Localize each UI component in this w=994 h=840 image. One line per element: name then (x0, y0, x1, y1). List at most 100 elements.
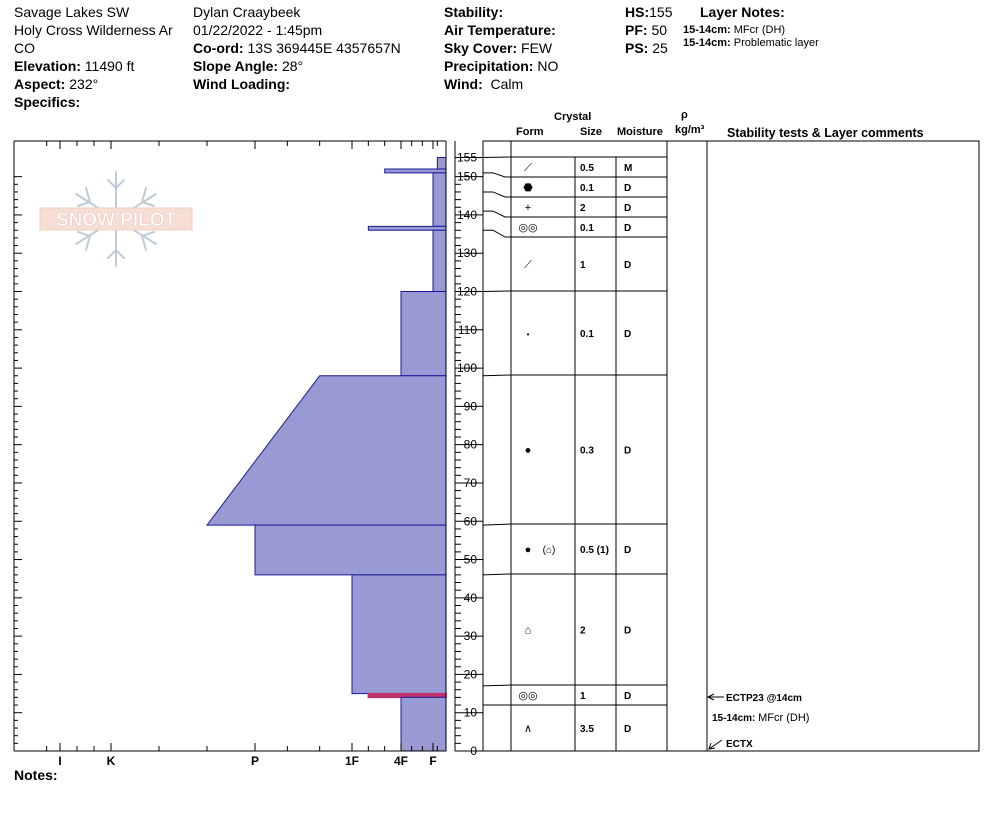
layer-note-text: MFcr (DH) (733, 24, 786, 36)
coord-field: Co-ord: 13S 369445E 4357657N (193, 40, 401, 56)
layer-notes-label: Layer Notes: (700, 4, 785, 20)
depth-label: 30 (464, 629, 478, 643)
crystal-moisture: D (624, 223, 631, 234)
layer-note-depth: 15-14cm: (683, 24, 731, 36)
hs-field: HS:155 (625, 4, 672, 20)
layer-note: 15-14cm: MFcr (DH) (683, 24, 785, 37)
crystal-size: 2 (580, 626, 586, 637)
stability-test-note: ECTX (726, 739, 753, 750)
crystal-size: 0.5 (580, 163, 594, 174)
crystal-form-symbol: ● (525, 544, 532, 556)
crystal-size: 0.5 (1) (580, 545, 609, 556)
sky-label: Sky Cover: (444, 40, 518, 56)
hardness-layer (436, 157, 447, 170)
sky-field: Sky Cover: FEW (444, 40, 552, 56)
wind-field: Wind: Calm (444, 76, 523, 92)
snow-pilot-logo: SNOW PILOT (39, 171, 193, 267)
pf-field: PF: 50 (625, 22, 667, 38)
crystal-form-symbol: + (525, 202, 531, 214)
hardness-layer (205, 375, 447, 526)
depth-label: 50 (464, 553, 478, 567)
crystal-form-symbol: ⟋ (524, 259, 532, 271)
hardness-layer (367, 225, 447, 231)
size-header: Size (580, 126, 603, 138)
crystal-moisture: D (624, 545, 631, 556)
crystal-moisture: D (624, 691, 631, 702)
depth-connector (483, 229, 511, 238)
crystal-size: 3.5 (580, 724, 594, 735)
crystal-form-symbol: ◎◎ (518, 690, 537, 702)
depth-label: 10 (464, 706, 478, 720)
wind-label: Wind: (444, 76, 483, 92)
hardness-layer (432, 172, 447, 227)
crystal-moisture: D (624, 329, 631, 340)
crystal-moisture: M (624, 163, 632, 174)
depth-label: 90 (464, 399, 478, 413)
depth-label: 0 (470, 744, 477, 758)
crystal-moisture: D (624, 724, 631, 735)
depth-label: 20 (464, 667, 478, 681)
notes-label: Notes: (14, 767, 58, 783)
crystal-form-symbol: • (527, 330, 530, 339)
wind-loading-label: Wind Loading: (193, 76, 291, 92)
ps-label: PS: (625, 40, 649, 56)
stability-notes: ECTP23 @14cm 15-14cm: MFcr (DH) ECTX (706, 693, 809, 750)
hardness-layer (400, 291, 447, 377)
hs-label: HS: (625, 4, 650, 20)
crystal-secondary-form: (⌂) (543, 545, 556, 556)
stability-layer-note-text: MFcr (DH) (758, 712, 809, 724)
stability-layer-note: 15-14cm: MFcr (DH) (712, 712, 809, 724)
coord-value: 13S 369445E 4357657N (247, 40, 401, 56)
hardness-label: P (251, 754, 259, 768)
observer-name: Dylan Craaybeek (193, 4, 301, 20)
crystal-size: 1 (580, 691, 586, 702)
hardness-layer (351, 574, 447, 695)
crystal-size: 0.1 (580, 223, 594, 234)
ps-field: PS: 25 (625, 40, 668, 56)
pf-value: 50 (651, 22, 668, 38)
aspect-field: Aspect: 232° (14, 76, 98, 92)
coord-label: Co-ord: (193, 40, 244, 56)
stability-arrow-head (708, 742, 716, 750)
depth-label: 100 (457, 361, 477, 375)
sky-value: FEW (521, 40, 553, 56)
hs-value: 155 (649, 4, 673, 20)
crystal-rows: ⟋ 0.5 M ⬣ 0.1 D + 2 D ◎◎ 0.1 D ⟋ 1 D • 0.1 D ● 0.3 D ● (⌂) 0.5 … (482, 156, 667, 752)
stability-arrow-head (706, 693, 715, 701)
depth-label: 70 (464, 476, 478, 490)
depth-connector (482, 290, 512, 293)
depth-label: 80 (464, 438, 478, 452)
crystal-size: 0.1 (580, 329, 594, 340)
slope-field: Slope Angle: 28° (193, 58, 303, 74)
depth-connector (482, 156, 512, 158)
stability-layer-note-depth: 15-14cm: (712, 713, 758, 724)
stability-label: Stability: (444, 4, 504, 20)
depth-label: 60 (464, 514, 478, 528)
depth-connector (482, 374, 512, 377)
depth-label: 40 (464, 591, 478, 605)
hardness-layer (400, 696, 447, 752)
crystal-size: 2 (580, 203, 586, 214)
stability-arrow (708, 739, 723, 750)
elevation-value: 11490 ft (84, 58, 135, 74)
crystal-moisture: D (624, 626, 631, 637)
crystal-size: 1 (580, 260, 586, 271)
layer-note: 15-14cm: Problematic layer (683, 37, 819, 50)
hardness-layer (384, 168, 447, 174)
stability-test-note: ECTP23 @14cm (726, 693, 802, 704)
crystal-moisture: D (624, 260, 631, 271)
depth-connector (483, 172, 511, 178)
wind-value: Calm (490, 76, 524, 92)
depth-label: 155 (457, 151, 477, 165)
slope-label: Slope Angle: (193, 58, 279, 74)
hardness-profile (205, 157, 447, 752)
depth-label: 150 (457, 170, 477, 184)
depth-ticks: 0 10 20 30 40 50 60 70 80 90 100 110 120 130 140 150 155 (14, 151, 483, 758)
depth-connector (482, 523, 512, 526)
crust-layer (367, 692, 447, 699)
hardness-label: I (58, 754, 61, 768)
depth-label: 130 (457, 246, 477, 260)
crystal-moisture: D (624, 183, 631, 194)
crystal-form-symbol: ⟋ (524, 162, 532, 174)
crystal-moisture: D (624, 203, 631, 214)
